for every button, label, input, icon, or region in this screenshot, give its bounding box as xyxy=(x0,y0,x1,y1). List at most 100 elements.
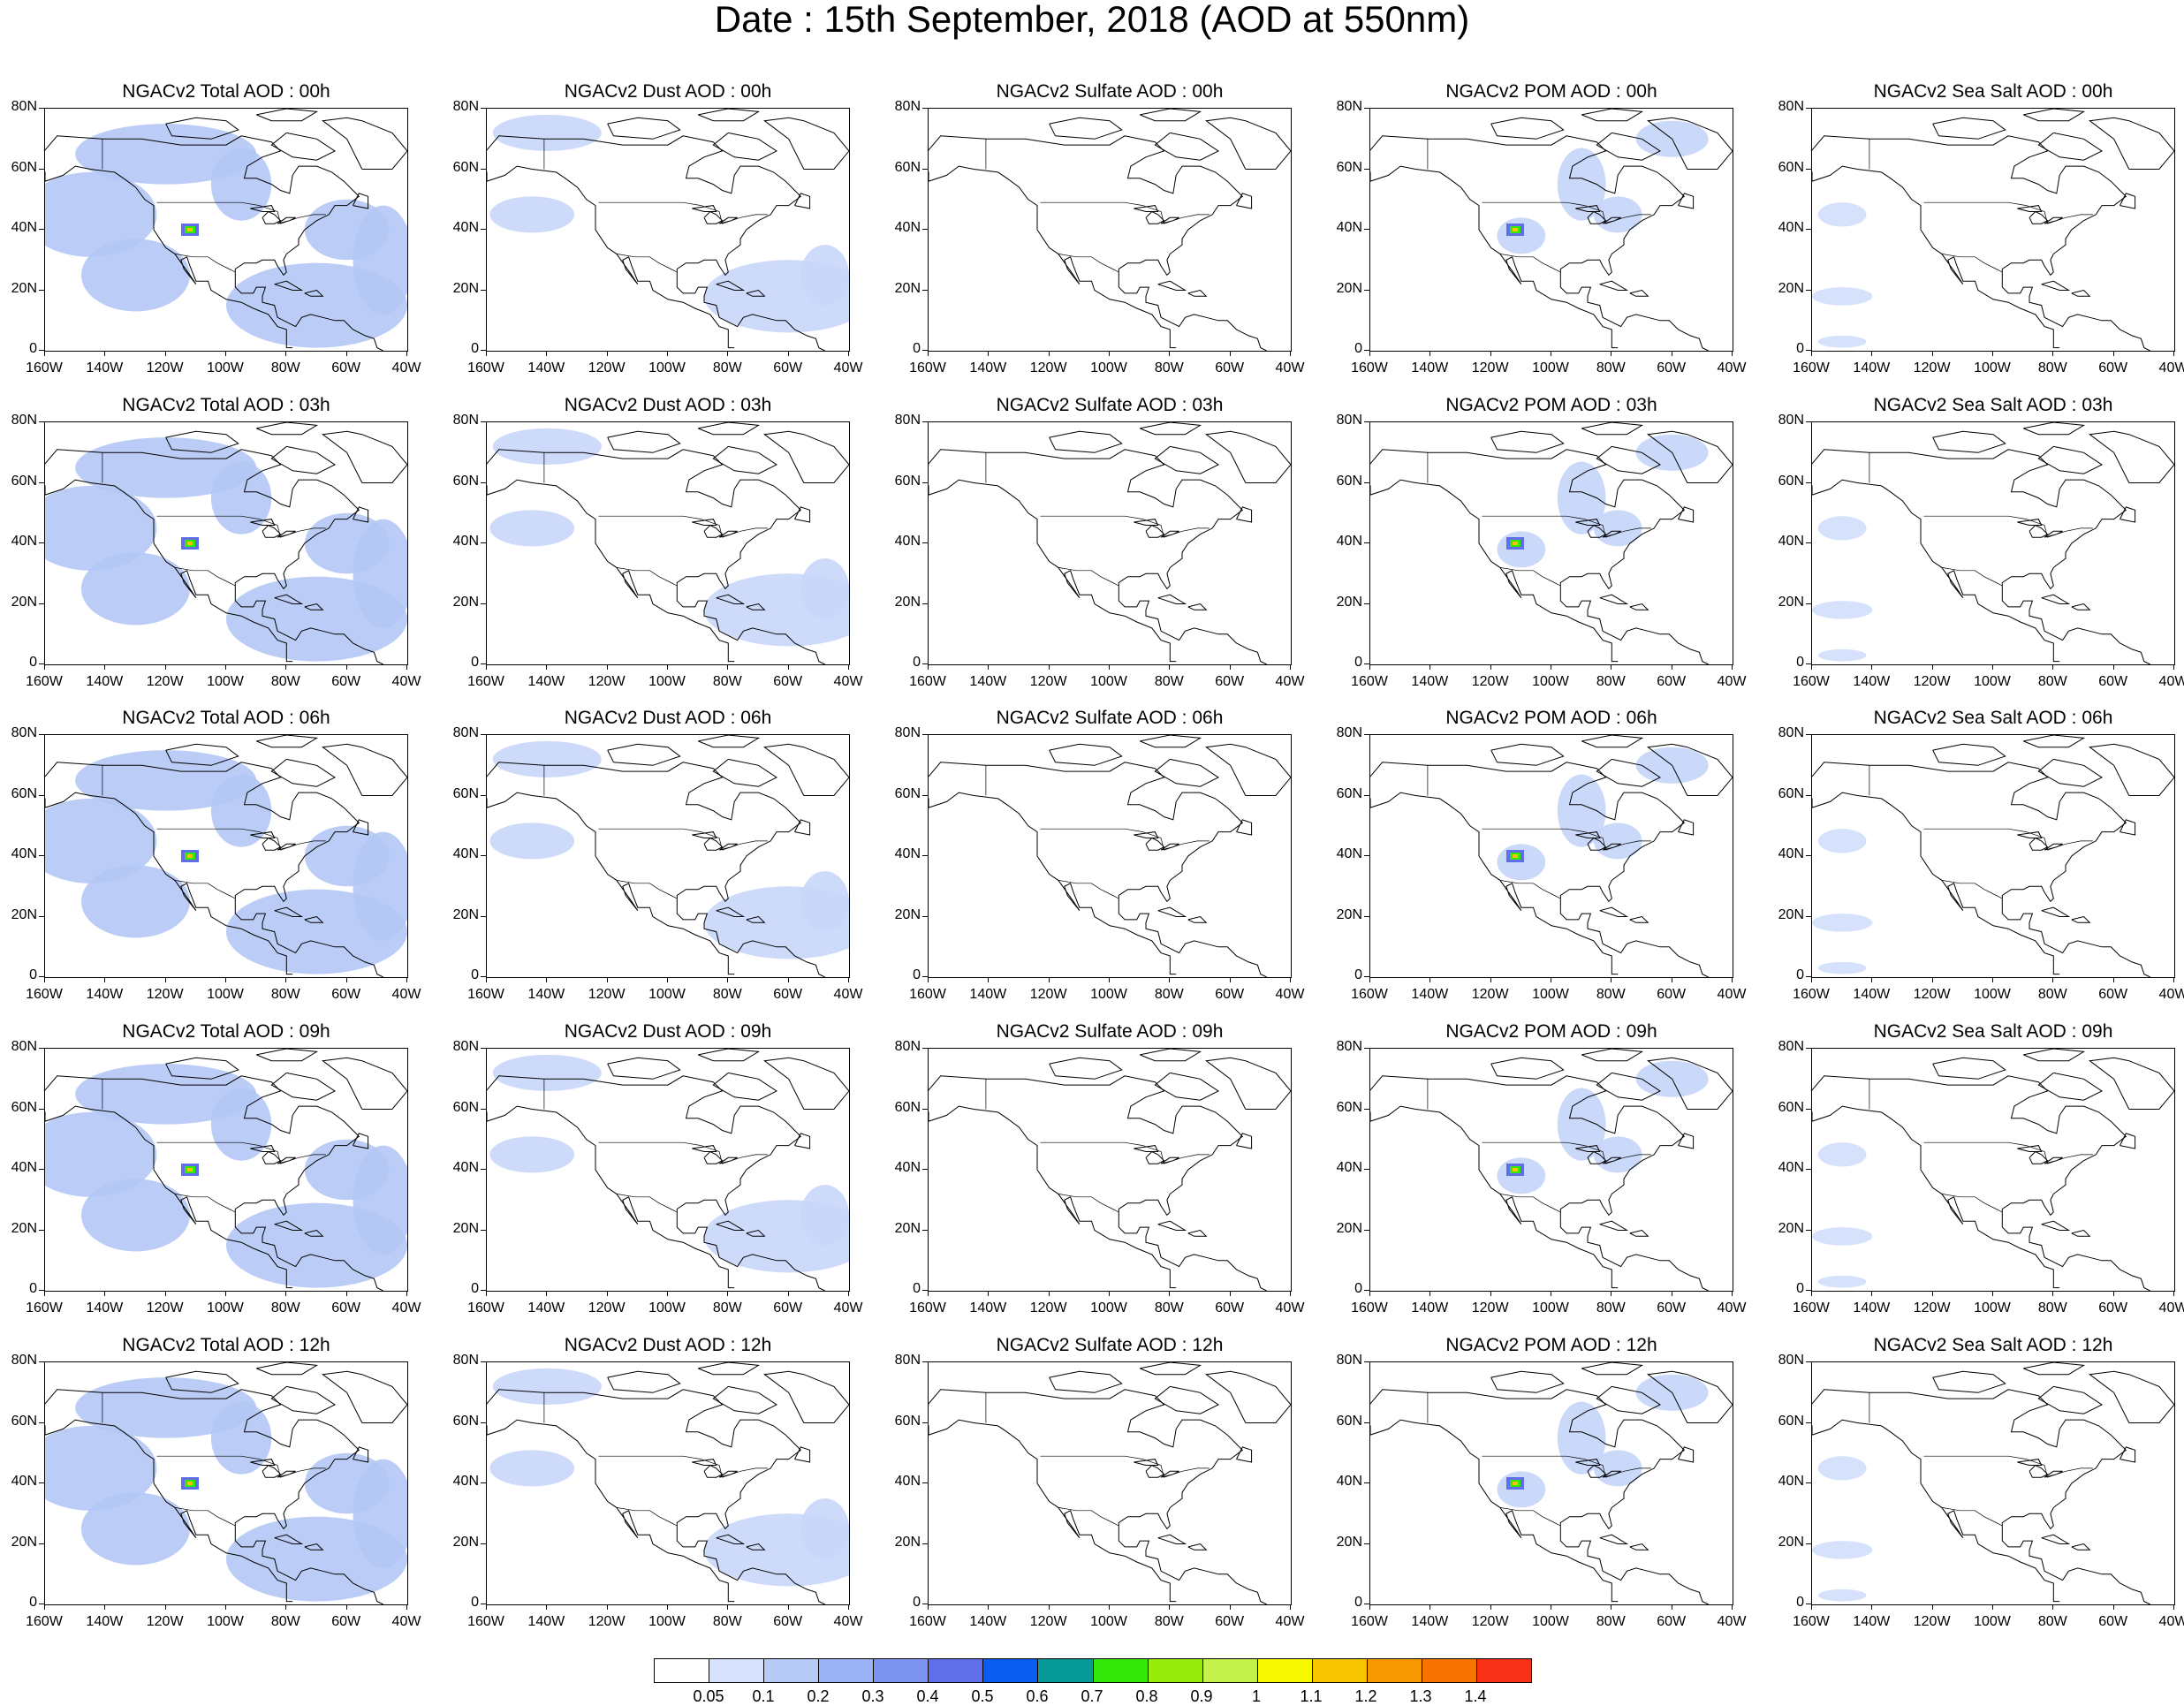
lon-tick-label: 60W xyxy=(773,360,803,375)
lon-tick xyxy=(1369,664,1370,670)
aod-shading xyxy=(210,461,272,535)
colorbar-swatch xyxy=(1257,1659,1313,1682)
lon-tick xyxy=(345,664,347,670)
island-or-lake xyxy=(746,1543,766,1551)
lat-tick-label: 80N xyxy=(1778,99,1804,114)
lon-tick-label: 140W xyxy=(86,987,124,1002)
lat-tick xyxy=(39,1422,44,1423)
country-border xyxy=(1040,515,1210,538)
lon-tick xyxy=(928,1604,929,1610)
lat-tick-label: 0 xyxy=(913,341,921,356)
island-or-lake xyxy=(1490,1057,1565,1080)
lon-tick-label: 100W xyxy=(1532,1614,1569,1629)
island-or-lake xyxy=(1049,743,1123,766)
colorbar-label: 0.2 xyxy=(807,1687,830,1705)
country-border xyxy=(1040,1455,1210,1478)
lon-tick xyxy=(1931,664,1933,670)
lat-tick xyxy=(1806,794,1811,796)
aod-shading xyxy=(1593,1136,1642,1173)
lat-tick-label: 60N xyxy=(1778,785,1804,801)
lon-tick-label: 100W xyxy=(1090,674,1127,689)
lon-tick xyxy=(225,664,226,670)
island-or-lake xyxy=(703,210,724,224)
lon-tick-label: 80W xyxy=(1154,987,1184,1002)
country-border xyxy=(1923,828,2093,851)
lat-tick-label: 60N xyxy=(894,1413,921,1429)
lon-tick-label: 80W xyxy=(1596,360,1626,375)
coastline xyxy=(487,762,825,977)
lat-tick xyxy=(39,915,44,917)
lon-tick xyxy=(667,664,668,670)
lat-tick xyxy=(1806,915,1811,917)
map-svg xyxy=(929,1049,1291,1291)
lat-tick xyxy=(481,603,486,604)
lat-tick-label: 20N xyxy=(11,594,37,610)
lon-tick-label: 100W xyxy=(648,1614,686,1629)
lat-tick-label: 40N xyxy=(894,534,921,549)
island-or-lake xyxy=(1647,1057,1733,1110)
lat-tick xyxy=(39,734,44,735)
lon-tick-label: 60W xyxy=(1215,674,1245,689)
island-or-lake xyxy=(1154,1385,1219,1414)
lat-tick xyxy=(39,350,44,351)
country-border xyxy=(156,1455,326,1478)
island-or-lake xyxy=(712,445,777,474)
lat-tick xyxy=(39,1229,44,1231)
lon-tick xyxy=(727,977,729,982)
island-or-lake xyxy=(1154,1072,1219,1101)
lat-tick xyxy=(922,976,928,977)
coastline xyxy=(487,1389,825,1604)
lon-tick xyxy=(1992,1291,1993,1296)
colorbar-label: 0.6 xyxy=(1026,1687,1049,1705)
lon-tick xyxy=(2052,1604,2054,1610)
lat-tick xyxy=(481,1048,486,1049)
country-border xyxy=(1923,1141,2093,1164)
map-svg xyxy=(1812,1049,2174,1291)
lon-tick xyxy=(1931,1291,1933,1296)
island-or-lake xyxy=(2089,1057,2174,1110)
lat-tick-label: 60N xyxy=(1778,159,1804,175)
island-or-lake xyxy=(2017,831,2043,838)
lat-tick-label: 0 xyxy=(471,655,479,670)
lon-tick-label: 60W xyxy=(773,1614,803,1629)
lat-tick xyxy=(481,1482,486,1483)
coastline xyxy=(45,1105,293,1289)
lat-tick xyxy=(481,1290,486,1291)
lon-tick xyxy=(1871,664,1873,670)
map-area xyxy=(486,734,850,978)
island-or-lake xyxy=(692,519,717,526)
panel-title: NGACv2 Sulfate AOD : 03h xyxy=(996,395,1224,415)
lat-tick-label: 20N xyxy=(452,1534,479,1550)
map-panel: NGACv2 Sulfate AOD : 06h 80N 60N 40N 20N 0 160… xyxy=(895,708,1305,1002)
lon-tick xyxy=(225,1604,226,1610)
island-or-lake xyxy=(1581,1049,1644,1062)
island-or-lake xyxy=(1575,1459,1601,1466)
island-or-lake xyxy=(746,1229,766,1237)
lon-tick xyxy=(1229,977,1231,982)
lon-tick-label: 60W xyxy=(1657,360,1687,375)
lon-tick xyxy=(2112,1604,2114,1610)
map-panel: NGACv2 Sulfate AOD : 12h 80N 60N 40N 20N 0 160… xyxy=(895,1335,1305,1629)
island-or-lake xyxy=(1145,1464,1165,1478)
coastline xyxy=(487,135,825,351)
island-or-lake xyxy=(2089,430,2174,483)
island-or-lake xyxy=(2120,819,2136,836)
island-or-lake xyxy=(304,1543,324,1551)
island-or-lake xyxy=(274,280,304,291)
map-svg xyxy=(1370,1049,1733,1291)
island-or-lake xyxy=(1629,1543,1649,1551)
country-border xyxy=(1941,254,2003,273)
island-or-lake xyxy=(2041,594,2071,604)
lon-tick-label: 40W xyxy=(391,987,421,1002)
island-or-lake xyxy=(692,1145,717,1152)
lat-tick-label: 20N xyxy=(1336,594,1362,610)
coastline xyxy=(929,1389,1267,1604)
map-panel: NGACv2 Sea Salt AOD : 09h 80N 60N 40N 20N 0 16… xyxy=(1778,1021,2184,1316)
lat-tick-label: 80N xyxy=(452,725,479,740)
lon-tick xyxy=(928,1291,929,1296)
aod-shading xyxy=(1817,335,1867,348)
lon-tick xyxy=(1369,1604,1370,1610)
lon-tick xyxy=(787,664,789,670)
lon-tick xyxy=(406,1604,407,1610)
island-or-lake xyxy=(2017,205,2043,212)
